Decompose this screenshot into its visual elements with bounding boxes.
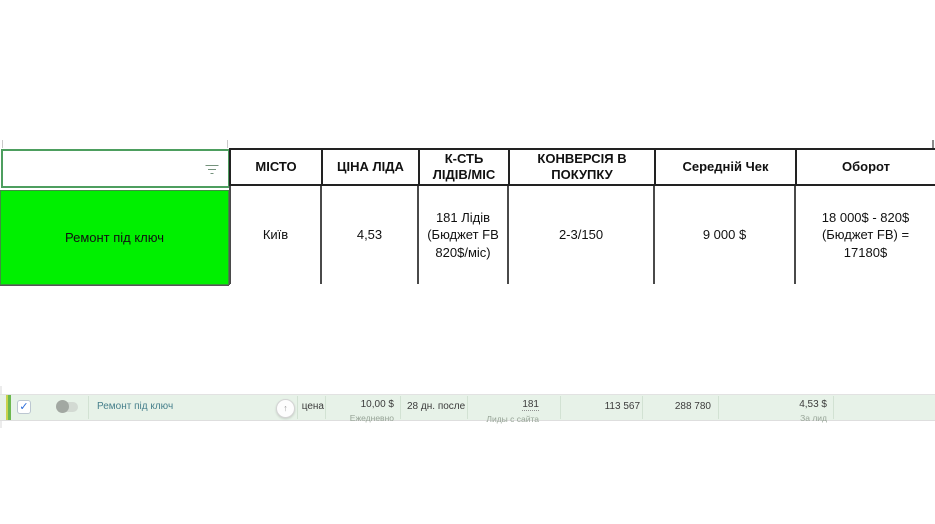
header-turnover: Оборот <box>795 150 935 184</box>
chart-trend-icon[interactable]: ↑ <box>276 399 295 418</box>
service-name-cell[interactable]: Ремонт під ключ <box>0 190 229 285</box>
checkmark-icon: ✓ <box>19 400 29 413</box>
service-name-label: Ремонт під ключ <box>64 230 165 245</box>
attribution-cell: 28 дн. после … <box>407 401 465 412</box>
budget-value: 10,00 $ <box>360 399 394 410</box>
table-header-row: МІСТО ЦІНА ЛІДА К-СТЬ ЛІДІВ/МІС КОНВЕРСІ… <box>229 148 935 186</box>
header-conversion: КОНВЕРСІЯ В ПОКУПКУ <box>508 150 654 184</box>
avg-check-cell[interactable]: 9 000 $ <box>702 227 747 243</box>
status-stripe-yellow <box>6 395 8 420</box>
city-cell[interactable]: Київ <box>262 227 289 243</box>
results-type-label: Лиды с сайта <box>486 414 539 424</box>
column-divider <box>417 186 419 284</box>
ads-column-divider <box>88 396 89 419</box>
lead-price-cell[interactable]: 4,53 <box>356 227 383 243</box>
grid-artifact-line <box>2 140 3 148</box>
results-cell: 181 Лиды с сайта <box>467 399 539 424</box>
ads-manager-campaign-row[interactable]: ✓ Ремонт під ключ ↑ цена 10,00 $ Ежеднев… <box>0 394 935 424</box>
cost-per-result-value: 4,53 $ <box>799 399 827 410</box>
ads-column-divider <box>400 396 401 419</box>
header-avg-check: Середній Чек <box>654 150 795 184</box>
status-stripe-green <box>8 395 11 420</box>
header-leads-per-month: К-СТЬ ЛІДІВ/МІС <box>418 150 508 184</box>
budget-schedule-label: Ежедневно <box>349 413 394 423</box>
filter-icon[interactable] <box>204 163 220 175</box>
name-column-filter-cell[interactable] <box>1 149 230 188</box>
header-lead-price: ЦІНА ЛІДА <box>321 150 418 184</box>
grid-artifact-line <box>227 140 228 148</box>
campaign-name-link[interactable]: Ремонт під ключ <box>97 401 174 412</box>
cost-per-result-cell: 4,53 $ За лид <box>757 399 827 423</box>
row-checkbox[interactable]: ✓ <box>17 400 31 414</box>
cost-per-result-label: За лид <box>800 413 827 423</box>
leads-per-month-cell[interactable]: 181 Лідів (Бюджет FB 820$/міс) <box>427 209 499 260</box>
header-city: МІСТО <box>229 150 321 184</box>
column-divider <box>794 186 796 284</box>
column-divider <box>653 186 655 284</box>
budget-cell: 10,00 $ Ежедневно <box>325 399 394 423</box>
ads-column-divider <box>642 396 643 419</box>
ads-column-divider <box>560 396 561 419</box>
ads-column-divider <box>833 396 834 419</box>
up-arrow-icon: ↑ <box>283 403 288 413</box>
conversion-cell[interactable]: 2-3/150 <box>558 227 604 243</box>
ads-column-divider <box>467 396 468 419</box>
ads-column-divider <box>297 396 298 419</box>
column-divider <box>229 186 231 284</box>
turnover-cell[interactable]: 18 000$ - 820$ (Бюджет FB) = 17180$ <box>821 209 910 260</box>
grid-artifact-line <box>932 140 934 148</box>
impressions-cell: 288 780 <box>674 401 711 412</box>
toggle-knob <box>56 400 69 413</box>
column-divider <box>507 186 509 284</box>
campaign-toggle[interactable] <box>56 400 78 413</box>
results-value[interactable]: 181 <box>522 399 539 411</box>
bid-strategy-cell: цена <box>301 401 324 412</box>
ads-column-divider <box>718 396 719 419</box>
reach-cell: 113 567 <box>604 401 640 412</box>
column-divider <box>320 186 322 284</box>
ads-column-divider <box>325 396 326 419</box>
